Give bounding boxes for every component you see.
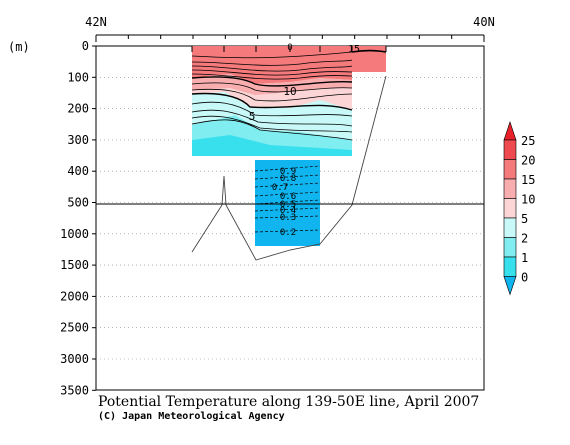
contour-label-10: 10 bbox=[283, 85, 296, 98]
colorbar-label: 15 bbox=[521, 173, 535, 187]
colorbar-swatch bbox=[503, 178, 517, 199]
colorbar-arrow-top bbox=[503, 121, 517, 141]
colorbar-swatch bbox=[503, 256, 517, 277]
station-ticks bbox=[191, 46, 387, 52]
colorbar-swatch bbox=[503, 198, 517, 219]
contour-label-0-4: 0.4 bbox=[280, 206, 296, 216]
top-label-42n: 42N bbox=[85, 15, 107, 29]
y-tick-label: 2500 bbox=[60, 321, 89, 335]
colorbar-swatch bbox=[503, 139, 517, 160]
y-tick-label: 500 bbox=[67, 196, 89, 210]
upper-section: 0 15 10 5 bbox=[191, 43, 387, 156]
gridlines bbox=[96, 77, 484, 360]
colorbar-swatch bbox=[503, 217, 517, 238]
colorbar-label: 10 bbox=[521, 193, 535, 207]
colorbar-arrow-bottom bbox=[503, 276, 517, 296]
contour-label-15: 15 bbox=[348, 44, 360, 55]
top-label-40n: 40N bbox=[473, 15, 495, 29]
y-tick-label: 0 bbox=[82, 39, 89, 53]
chart-credit: (C) Japan Meteorological Agency bbox=[98, 411, 285, 422]
lower-contour-labels: 0.9 0.8 0.7 0.6 0.5 0.4 0.3 0.2 bbox=[272, 167, 296, 238]
colorbar-label: 20 bbox=[521, 154, 535, 168]
y-tick-label: 3500 bbox=[60, 383, 89, 397]
colorbar-label: 1 bbox=[521, 251, 528, 265]
contour-label-0-9: 0.9 bbox=[280, 167, 296, 177]
contour-label-0-7: 0.7 bbox=[272, 183, 288, 193]
contour-label-0-6: 0.6 bbox=[280, 192, 296, 202]
colorbar-label: 5 bbox=[521, 212, 528, 226]
contour-lines-upper bbox=[191, 49, 387, 141]
y-tick-label: 100 bbox=[67, 70, 89, 84]
colorbar-swatch bbox=[503, 237, 517, 258]
contour-label-0-8: 0.8 bbox=[280, 174, 296, 184]
y-tick-label: 3000 bbox=[60, 352, 89, 366]
contour-label-0-5: 0.5 bbox=[280, 200, 296, 210]
colorbar-swatch bbox=[503, 159, 517, 180]
chart-title: Potential Temperature along 139-50E line… bbox=[98, 394, 480, 410]
y-tick-label: 1500 bbox=[60, 258, 89, 272]
y-tick-label: 300 bbox=[67, 133, 89, 147]
top-axis-ticks bbox=[95, 35, 485, 42]
contour-label-5: 5 bbox=[249, 110, 256, 123]
band-5-10 bbox=[192, 74, 352, 95]
contour-lines-lower bbox=[254, 165, 321, 233]
contour-label-0-2: 0.2 bbox=[280, 228, 296, 238]
y-unit-label: (m) bbox=[8, 40, 30, 54]
colorbar-label: 0 bbox=[521, 271, 528, 285]
bottom-topography bbox=[191, 75, 387, 261]
colorbar-label: 25 bbox=[521, 134, 535, 148]
contour-label-0-3: 0.3 bbox=[280, 213, 296, 223]
y-tick-labels: 0 100 200 300 400 500 1000 1500 2000 2500 3000 3500 bbox=[60, 39, 96, 397]
y-tick-label: 400 bbox=[67, 164, 89, 178]
colorbar-label: 2 bbox=[521, 232, 528, 246]
y-tick-label: 1000 bbox=[60, 227, 89, 241]
y-tick-label: 200 bbox=[67, 102, 89, 116]
y-tick-label: 2000 bbox=[60, 289, 89, 303]
lower-section: 0.9 0.8 0.7 0.6 0.5 0.4 0.3 0.2 bbox=[254, 160, 321, 246]
band-0-1 bbox=[192, 135, 352, 156]
